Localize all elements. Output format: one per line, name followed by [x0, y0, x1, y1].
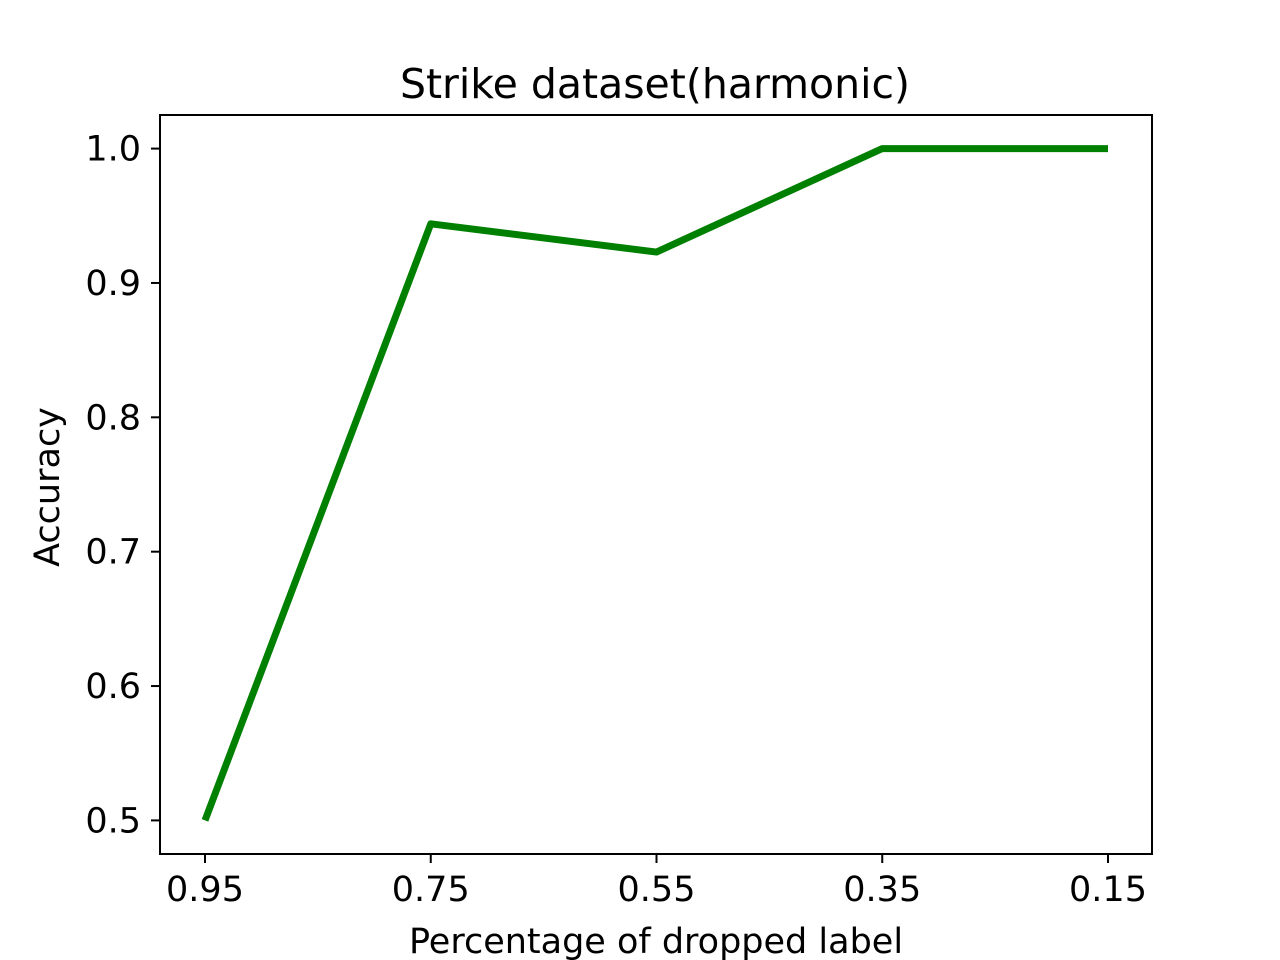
plot-area: 0.95 0.75 0.55 0.35 0.15 0.5 0.6 0.7 0.8 0.9 1.0 [85, 130, 1147, 910]
y-tick-label: 0.7 [85, 533, 141, 573]
series-line [201, 145, 1108, 822]
y-tick-label: 0.8 [85, 398, 141, 438]
x-tick-label: 0.95 [166, 870, 244, 910]
x-tick-label: 0.35 [843, 870, 921, 910]
y-tick-label: 0.6 [85, 667, 141, 707]
x-tick-label: 0.15 [1069, 870, 1147, 910]
x-tick-label: 0.55 [618, 870, 696, 910]
x-tick-label: 0.75 [392, 870, 470, 910]
x-axis-label: Percentage of dropped label [409, 922, 903, 960]
chart-title: Strike dataset(harmonic) [400, 60, 910, 108]
y-tick-label: 1.0 [85, 130, 141, 170]
y-tick-label: 0.9 [85, 264, 141, 304]
plot-frame [159, 114, 1153, 855]
y-axis-label: Accuracy [28, 407, 68, 567]
y-tick-label: 0.5 [85, 801, 141, 841]
